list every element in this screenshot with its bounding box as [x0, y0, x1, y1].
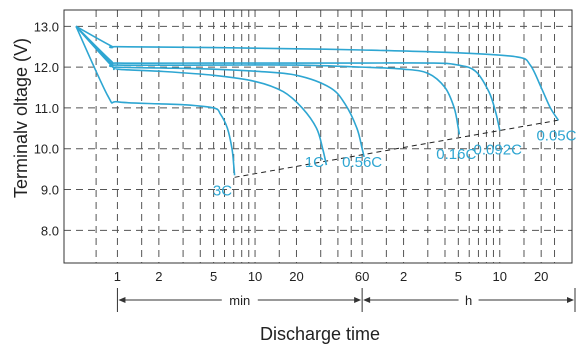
- y-tick-label: 12.0: [34, 60, 59, 75]
- x-tick-label: 60: [355, 269, 369, 284]
- y-tick-label: 10.0: [34, 142, 59, 157]
- series-line-0_56c: [75, 25, 365, 158]
- y-tick-label: 9.0: [41, 183, 59, 198]
- series-line-0_05c: [75, 25, 560, 121]
- axis-layer: [63, 9, 576, 312]
- y-tick-label: 11.0: [35, 101, 59, 116]
- unit-label-min: min: [229, 293, 250, 308]
- x-tick-label: 5: [210, 269, 217, 284]
- series-line-0_16c: [75, 25, 461, 135]
- h-label-bg: [458, 291, 479, 307]
- grid-layer: [64, 10, 572, 263]
- y-axis-title: Terminalv oltage (V): [11, 38, 31, 198]
- series-label-0_092c: 0.092C: [474, 142, 523, 159]
- min-label-bg: [221, 291, 258, 307]
- x-tick-label: 1: [114, 269, 121, 284]
- series-layer: [75, 25, 560, 178]
- unit-label-h: h: [465, 293, 472, 308]
- x-tick-label: 2: [400, 269, 407, 284]
- series-label-3c: 3C: [213, 183, 232, 200]
- series-label-0_05c: 0.05C: [536, 127, 576, 144]
- series-line-3c: [75, 25, 236, 176]
- x-tick-label: 5: [455, 269, 462, 284]
- x-tick-label: 10: [248, 269, 262, 284]
- x-tick-label: 10: [493, 269, 507, 284]
- series-label-0_56c: 0.56C: [342, 154, 382, 171]
- min-arrow-head-left: [118, 297, 126, 303]
- y-tick-label: 8.0: [41, 223, 59, 238]
- x-tick-label: 2: [155, 269, 162, 284]
- label-layer: 13.0 12.0 11.0 10.0 9.0 8.0 1 2 5 10 20 60 2 5 10 20 min…: [34, 19, 577, 308]
- h-arrow-head-left: [363, 297, 371, 303]
- h-arrow-head-right: [567, 297, 574, 303]
- x-tick-label: 20: [534, 269, 548, 284]
- series-label-0_16c: 0.16C: [436, 146, 476, 163]
- series-line-0_092c: [75, 25, 501, 131]
- min-arrow-head-right: [354, 297, 362, 303]
- cutoff-voltage-line: [234, 119, 559, 178]
- x-axis-title: Discharge time: [260, 324, 380, 344]
- y-tick-label: 13.0: [34, 19, 59, 34]
- series-label-1c: 1C: [305, 154, 324, 171]
- plot-frame: [63, 9, 573, 264]
- x-tick-label: 20: [289, 269, 303, 284]
